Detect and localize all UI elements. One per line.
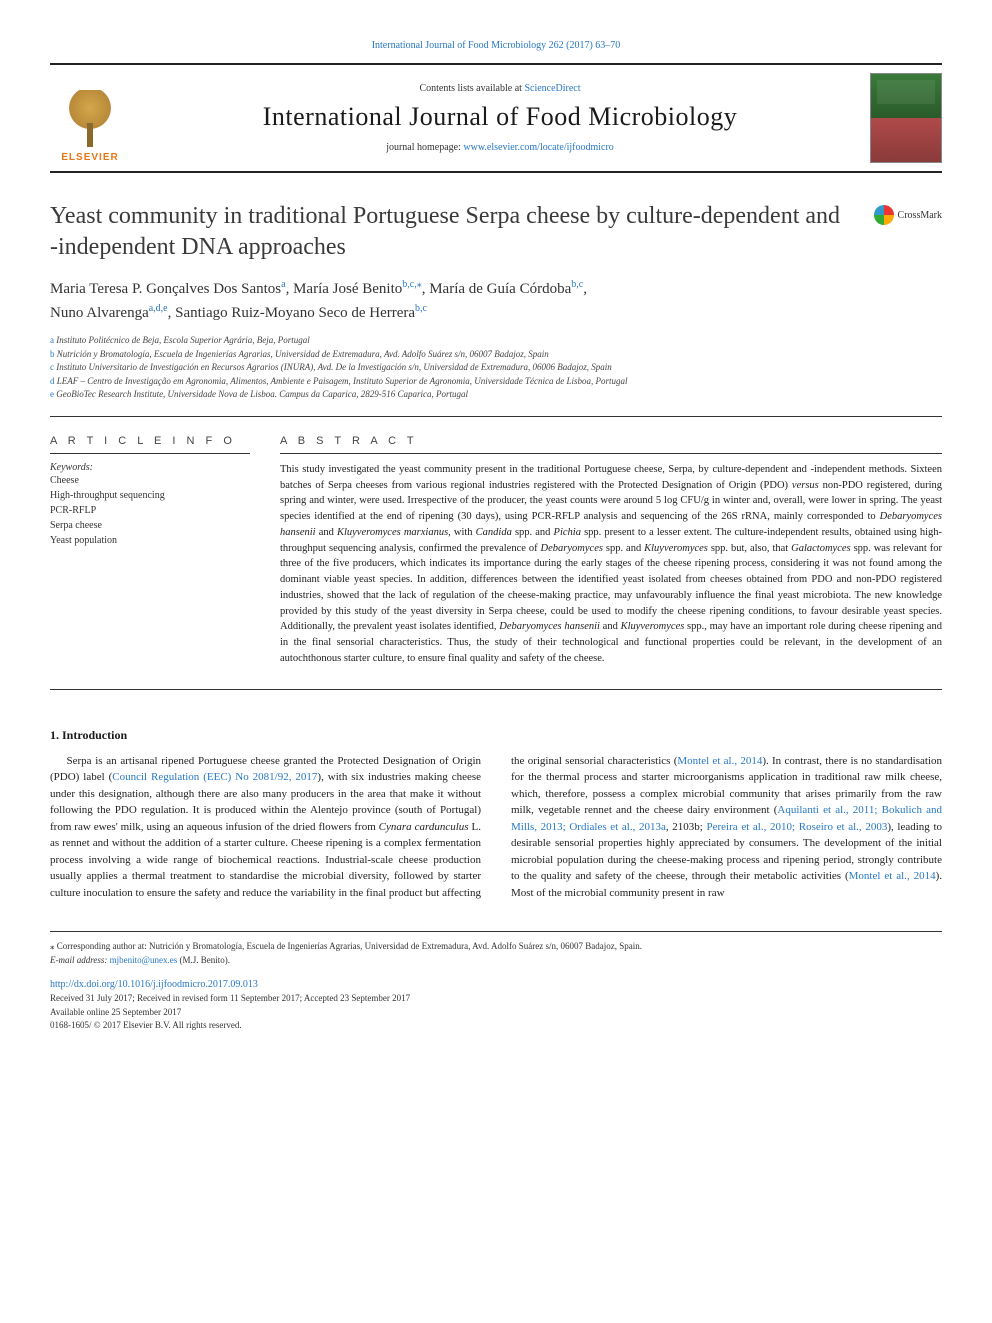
corresponding-author: ⁎ Corresponding author at: Nutrición y B… [50,940,942,954]
authors-list: Maria Teresa P. Gonçalves Dos Santosa, M… [50,277,942,324]
publisher-logo: ELSEVIER [50,73,130,163]
abstract-heading: A B S T R A C T [280,435,942,454]
article-title: Yeast community in traditional Portugues… [50,201,854,263]
article-info-heading: A R T I C L E I N F O [50,435,250,454]
crossmark-label: CrossMark [898,210,942,221]
article-footer: ⁎ Corresponding author at: Nutrición y B… [50,931,942,1033]
available-online: Available online 25 September 2017 [50,1006,942,1020]
citation-link[interactable]: Pereira et al., 2010; Roseiro et al., 20… [707,821,888,833]
publisher-name: ELSEVIER [61,152,118,163]
author-affil-sup: b,c [415,303,427,314]
journal-name: International Journal of Food Microbiolo… [130,102,870,132]
doi-link[interactable]: http://dx.doi.org/10.1016/j.ijfoodmicro.… [50,977,942,992]
divider [50,416,942,417]
keyword: Yeast population [50,533,250,548]
contents-available: Contents lists available at ScienceDirec… [130,83,870,94]
affiliation-line: a Instituto Politécnico de Beja, Escola … [50,334,942,348]
affiliation-line: e GeoBioTec Research Institute, Universi… [50,388,942,402]
affiliations: a Instituto Politécnico de Beja, Escola … [50,334,942,402]
affiliation-line: d LEAF – Centro de Investigação em Agron… [50,375,942,389]
keyword: PCR-RFLP [50,503,250,518]
journal-cover-thumbnail [870,73,942,163]
citation-link[interactable]: Montel et al., 2014 [849,870,936,882]
elsevier-tree-icon [60,90,120,150]
introduction-body: Serpa is an artisanal ripened Portuguese… [50,753,942,902]
homepage-url[interactable]: www.elsevier.com/locate/ijfoodmicro [463,142,613,153]
email-link[interactable]: mjbenito@unex.es [110,955,178,965]
crossmark-icon [874,205,894,225]
keyword: High-throughput sequencing [50,488,250,503]
affiliation-line: c Instituto Universitario de Investigaci… [50,361,942,375]
crossmark-badge[interactable]: CrossMark [874,205,942,225]
author-name: Santiago Ruiz-Moyano Seco de Herrera [175,305,415,321]
page-citation: International Journal of Food Microbiolo… [50,40,942,51]
author-name: María José Benito [293,281,402,297]
author-affil-sup: b,c [571,279,583,290]
author-affil-sup: b,c,⁎ [402,279,421,290]
author-name: Maria Teresa P. Gonçalves Dos Santos [50,281,281,297]
journal-homepage: journal homepage: www.elsevier.com/locat… [130,142,870,153]
section-heading-introduction: 1. Introduction [50,728,942,743]
keywords-list: Cheese High-throughput sequencing PCR-RF… [50,473,250,548]
homepage-prefix: journal homepage: [386,142,463,153]
affiliation-line: b Nutrición y Bromatología, Escuela de I… [50,348,942,362]
sciencedirect-link[interactable]: ScienceDirect [524,83,580,94]
email-line: E-mail address: mjbenito@unex.es (M.J. B… [50,954,942,968]
citation-link[interactable]: Council Regulation (EEC) No 2081/92, 201… [112,771,317,783]
author-affil-sup: a,d,e [149,303,168,314]
contents-prefix: Contents lists available at [419,83,524,94]
author-name: María de Guía Córdoba [429,281,571,297]
citation-link[interactable]: Montel et al., 2014 [677,755,762,767]
keyword: Serpa cheese [50,518,250,533]
keywords-label: Keywords: [50,462,250,473]
article-history: Received 31 July 2017; Received in revis… [50,992,942,1006]
author-affil-sup: a [281,279,285,290]
abstract-text: This study investigated the yeast commun… [280,462,942,667]
keyword: Cheese [50,473,250,488]
masthead: ELSEVIER Contents lists available at Sci… [50,63,942,173]
divider [50,689,942,690]
author-name: Nuno Alvarenga [50,305,149,321]
copyright-line: 0168-1605/ © 2017 Elsevier B.V. All righ… [50,1019,942,1033]
